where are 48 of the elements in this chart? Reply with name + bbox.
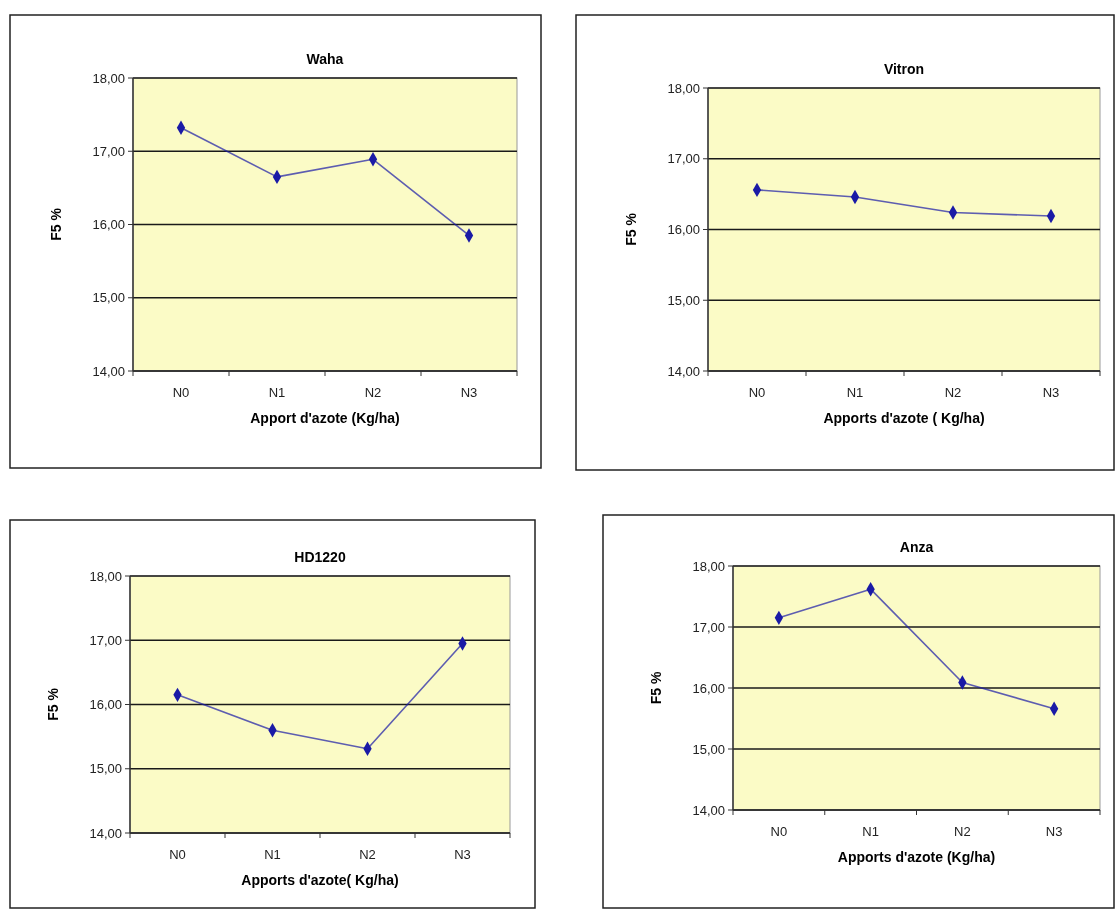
y-tick-label: 18,00 <box>692 558 725 574</box>
x-tick-label: N0 <box>770 824 788 839</box>
y-tick-label: 16,00 <box>692 680 725 696</box>
x-tick-label: N0 <box>748 385 766 400</box>
y-tick-label: 14,00 <box>89 825 122 841</box>
x-tick-label: N1 <box>264 847 281 862</box>
x-axis-title: Apport d'azote (Kg/ha) <box>250 410 400 426</box>
y-tick-label: 15,00 <box>692 741 725 757</box>
y-tick-label: 15,00 <box>92 290 125 306</box>
x-tick-label: N1 <box>846 385 864 400</box>
y-tick-label: 18,00 <box>92 70 125 86</box>
y-tick-label: 17,00 <box>667 151 700 167</box>
y-tick-label: 15,00 <box>667 292 700 308</box>
y-axis-title: F5 % <box>648 671 664 705</box>
x-tick-label: N0 <box>172 385 190 400</box>
y-tick-label: 16,00 <box>89 697 122 713</box>
y-tick-label: 16,00 <box>92 217 125 233</box>
x-tick-label: N2 <box>954 824 971 839</box>
y-tick-label: 17,00 <box>692 619 725 635</box>
x-tick-label: N3 <box>1045 824 1063 839</box>
x-tick-label: N3 <box>1042 385 1060 400</box>
y-tick-label: 14,00 <box>692 802 725 818</box>
chart-title: Waha <box>306 51 344 67</box>
chart-title: Vitron <box>883 61 925 77</box>
y-tick-label: 17,00 <box>89 632 122 648</box>
chart-title: Anza <box>899 539 934 555</box>
y-tick-label: 14,00 <box>92 363 125 379</box>
chart-title: HD1220 <box>294 549 346 565</box>
y-tick-label: 18,00 <box>667 80 700 96</box>
x-tick-label: N1 <box>268 385 286 400</box>
x-tick-label: N2 <box>359 847 376 862</box>
y-tick-label: 15,00 <box>89 761 122 777</box>
y-axis-title: F5 % <box>45 687 61 721</box>
x-tick-label: N2 <box>944 385 962 400</box>
y-axis-title: F5 % <box>48 207 64 241</box>
y-tick-label: 18,00 <box>89 568 122 584</box>
y-axis-title: F5 % <box>623 212 639 246</box>
x-tick-label: N1 <box>862 824 879 839</box>
y-tick-label: 17,00 <box>92 143 125 159</box>
x-axis-title: Apports d'azote( Kg/ha) <box>241 872 399 888</box>
x-tick-label: N3 <box>460 385 478 400</box>
x-tick-label: N0 <box>169 847 186 862</box>
x-axis-title: Apports d'azote ( Kg/ha) <box>823 410 985 426</box>
x-tick-label: N3 <box>454 847 471 862</box>
y-tick-label: 16,00 <box>667 222 700 238</box>
y-tick-label: 14,00 <box>667 363 700 379</box>
x-axis-title: Apports d'azote (Kg/ha) <box>837 849 996 865</box>
x-tick-label: N2 <box>364 385 382 400</box>
